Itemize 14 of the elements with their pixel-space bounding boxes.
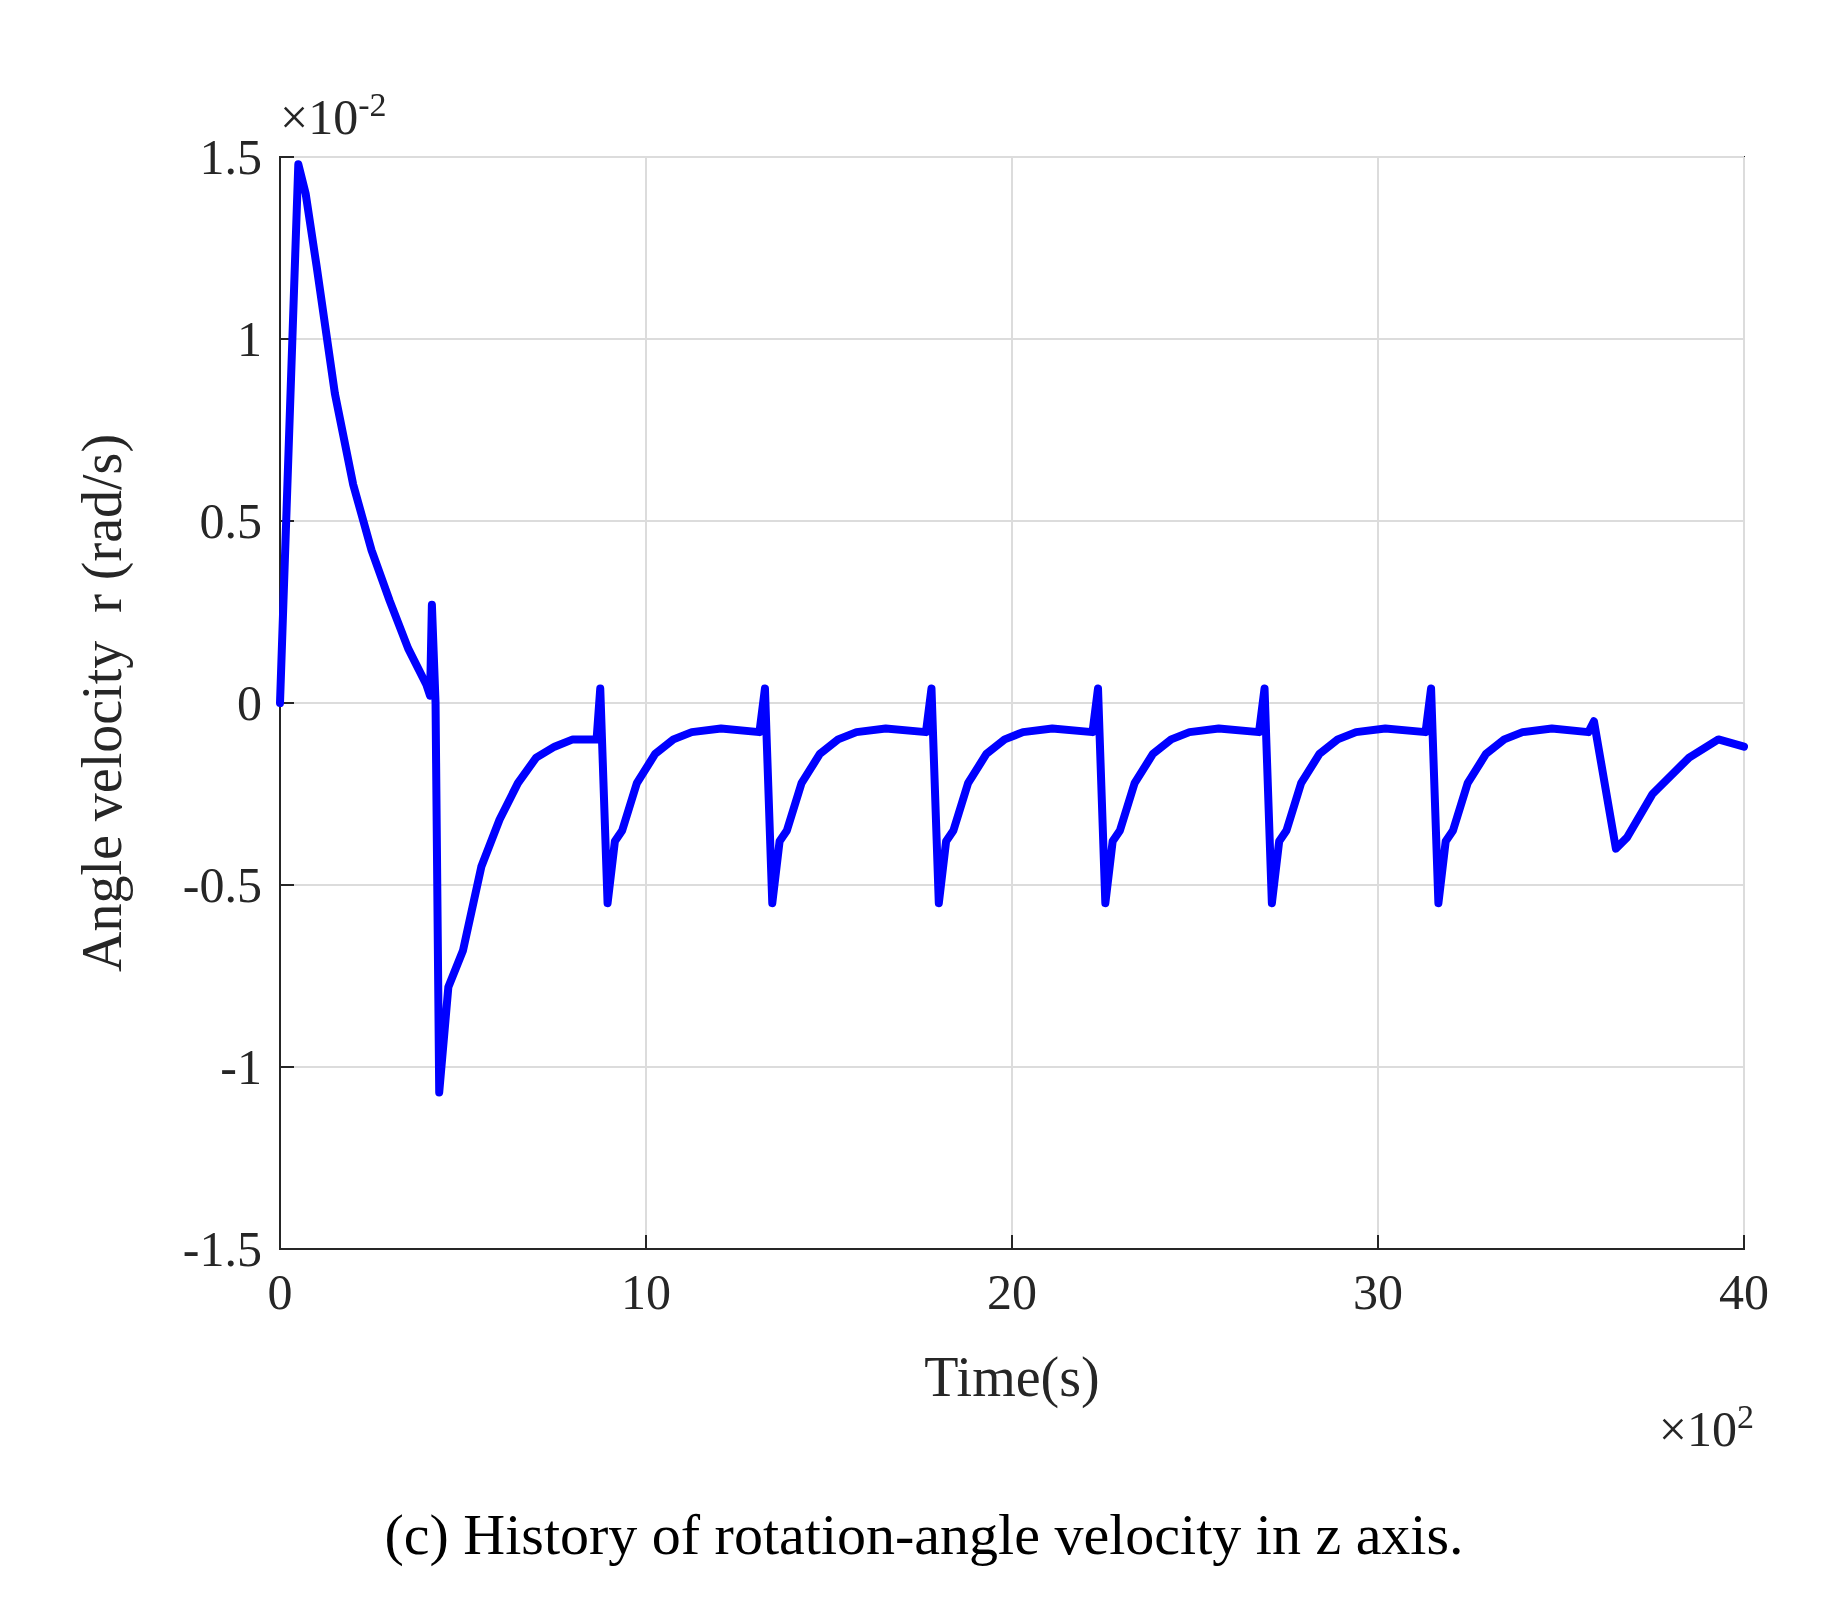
y-axis-title: Angle velocity r (rad/s) [71,433,134,973]
x-tick-label: 20 [987,1264,1037,1320]
y-tick-label: -0.5 [182,857,262,913]
x-tick-label: 40 [1719,1264,1769,1320]
y-tick-label: 0.5 [199,493,262,549]
y-tick-label: 1.5 [199,129,262,185]
y-tick-label: -1.5 [182,1221,262,1277]
y-tick-label: 0 [237,675,262,731]
text: (c) History of rotation-angle velocity in z axis. [384,1501,1464,1567]
x-axis-title: Time(s) [924,1346,1100,1409]
y-tick-label: -1 [220,1039,262,1095]
x-tick-label: 30 [1353,1264,1403,1320]
y-tick-label: 1 [237,311,262,367]
x-tick-label: 10 [621,1264,671,1320]
